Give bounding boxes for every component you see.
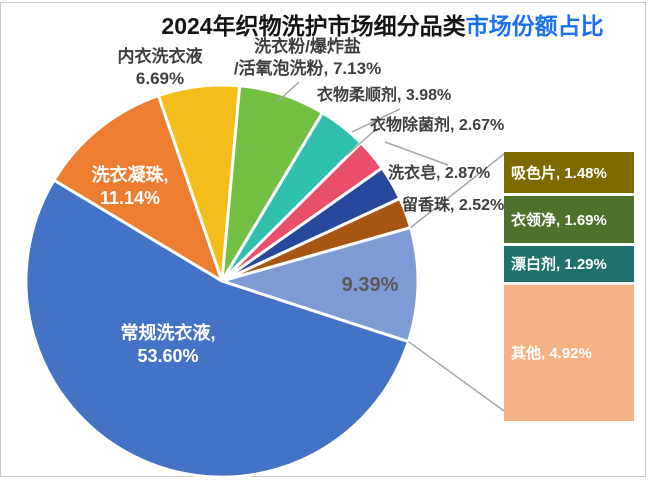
slice-callout-label: 衣物除菌剂, 2.67% [370,117,505,134]
pie-slice-0 [24,178,410,479]
slice-inner-label: 9.39% [341,274,399,296]
breakout-box-label: 吸色片, 1.48% [511,165,607,182]
breakout-box-0: 吸色片, 1.48% [504,152,634,193]
breakout-box-2: 漂白剂, 1.29% [504,245,634,282]
breakout-box-label: 其他, 4.92% [511,345,592,363]
breakout-boxes: 吸色片, 1.48% 衣领净, 1.69% 漂白剂, 1.29% 其他, 4.92% [504,152,634,421]
title-highlight: 市场份额占比 [465,13,604,39]
slice-callout-label: 内衣洗衣液 6.69% [117,47,203,89]
leader-line [346,130,375,156]
pie-slice-1 [52,94,224,283]
slice-callout-label: 洗衣粉/爆炸盐/活氧泡洗粉, 7.13% [233,37,382,79]
breakout-box-3: 其他, 4.92% [504,284,634,421]
leader-line [351,108,401,133]
leader-line [384,141,449,166]
breakout-box-label: 漂白剂, 1.29% [511,256,607,274]
title-main: 2024年织物洗护市场细分品类 [161,13,466,39]
slice-callout-label: 留香珠, 2.52% [402,197,505,214]
chart-title: 2024年织物洗护市场细分品类市场份额占比 [100,7,660,41]
slice-callout-label: 衣物柔顺剂, 3.98% [317,87,452,104]
pie-slice-8 [220,226,420,344]
slice-inner-label: 常规洗衣液, 53.60% [120,323,216,367]
leader-line [407,340,505,412]
leader-line [276,81,300,103]
breakout-box-1: 衣领净, 1.69% [504,196,634,243]
leader-line [410,153,505,229]
slice-inner-label: 洗衣凝珠, 11.14% [91,165,169,209]
slice-callout-label: 洗衣皂, 2.87% [388,165,491,182]
breakout-box-label: 衣领净, 1.69% [511,211,607,229]
